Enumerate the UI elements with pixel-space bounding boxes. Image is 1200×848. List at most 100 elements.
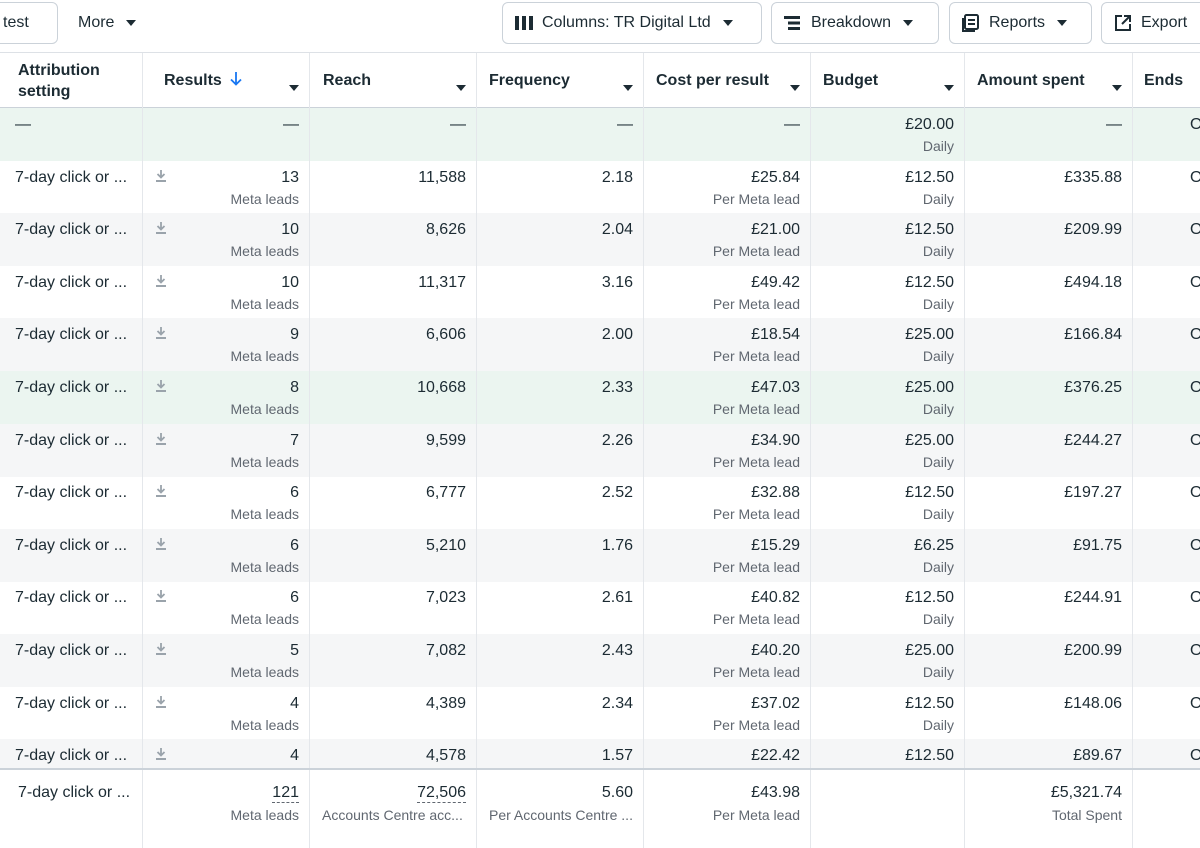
footer-reach-value[interactable]: 72,506 (417, 784, 466, 803)
header-frequency-label: Frequency (489, 72, 570, 89)
footer-reach: 72,506 Accounts Centre acc... (310, 770, 477, 848)
cell-attribution-value: 7-day click or ... (15, 747, 128, 765)
cell-budget-sub: Daily (922, 401, 954, 417)
cell-reach-value: 8,626 (425, 221, 466, 239)
cell-results-sub: Meta leads (230, 243, 299, 260)
cell-cost: £32.88 Per Meta lead (644, 476, 811, 530)
table-header: Attribution setting Results Reach Freque… (0, 52, 1200, 109)
table-row[interactable]: 7-day click or ... 9 Meta leads 6,606 2.00 £1… (0, 318, 1200, 372)
download-icon[interactable] (155, 274, 167, 293)
cell-results: 10 Meta leads (143, 265, 310, 319)
cell-amount: £200.99 (965, 634, 1133, 687)
download-icon[interactable] (155, 169, 167, 188)
breakdown-button[interactable]: Breakdown (771, 2, 939, 44)
header-cost-per-result[interactable]: Cost per result (644, 53, 811, 109)
table-row[interactable]: 7-day click or ... 6 Meta leads 6,777 2.52 £3… (0, 476, 1200, 530)
header-amount-spent[interactable]: Amount spent (965, 53, 1133, 109)
cell-cost: £49.42 Per Meta lead (644, 265, 811, 319)
cell-reach: 10,668 (310, 371, 477, 424)
cell-attribution: 7-day click or ... (0, 634, 143, 687)
cell-reach-value: 6,606 (425, 326, 466, 344)
header-budget-caret-icon[interactable] (944, 78, 954, 96)
download-icon[interactable] (155, 379, 167, 398)
cell-reach: — (310, 108, 477, 161)
reports-button[interactable]: Reports (949, 2, 1092, 44)
more-button[interactable]: More (66, 2, 152, 44)
cell-attribution: 7-day click or ... (0, 371, 143, 424)
header-ends-label: Ends (1144, 72, 1184, 89)
cell-frequency: 2.04 (477, 213, 644, 267)
download-icon[interactable] (155, 642, 167, 661)
cell-frequency-value: 2.52 (601, 484, 633, 502)
table-row[interactable]: 7-day click or ... 7 Meta leads 9,599 2.26 £3… (0, 423, 1200, 477)
cell-reach-value: 4,578 (425, 747, 466, 765)
header-ends[interactable]: Ends (1133, 53, 1200, 109)
table-row[interactable]: 7-day click or ... 5 Meta leads 7,082 2.43 £4… (0, 634, 1200, 687)
download-icon[interactable] (155, 221, 167, 240)
cell-budget: £20.00 Daily (811, 108, 965, 161)
header-amount-caret-icon[interactable] (1112, 78, 1122, 96)
header-reach[interactable]: Reach (310, 53, 477, 109)
sort-down-arrow-icon[interactable] (230, 71, 242, 91)
cell-results-sub: Meta leads (230, 664, 299, 680)
cell-ends: O (1133, 687, 1200, 740)
header-results[interactable]: Results (143, 53, 310, 109)
cell-cost: £18.54 Per Meta lead (644, 318, 811, 372)
cell-amount-value: £244.91 (1064, 589, 1122, 607)
cell-budget-value: £12.50 (905, 589, 954, 607)
columns-button-label: Columns: TR Digital Ltd (542, 14, 711, 31)
download-icon[interactable] (155, 432, 167, 451)
cell-frequency: 2.26 (477, 423, 644, 477)
cell-results-sub: Meta leads (230, 295, 299, 312)
header-cost-label: Cost per result (656, 72, 769, 89)
download-icon[interactable] (155, 747, 167, 766)
cell-amount: £244.91 (965, 581, 1133, 635)
header-attribution[interactable]: Attribution setting (0, 53, 143, 109)
cell-budget: £12.50 Daily (811, 581, 965, 635)
header-reach-caret-icon[interactable] (456, 78, 466, 96)
test-button[interactable]: test (0, 2, 58, 44)
cell-results-value: 4 (290, 694, 299, 712)
cell-reach: 4,389 (310, 686, 477, 740)
cell-amount-value: £200.99 (1064, 642, 1122, 659)
cell-budget-sub: Daily (922, 716, 954, 733)
download-icon[interactable] (155, 326, 167, 345)
table-row[interactable]: 7-day click or ... 10 Meta leads 11,317 3.16… (0, 265, 1200, 319)
download-icon[interactable] (155, 695, 167, 714)
export-button[interactable]: Export (1101, 2, 1200, 44)
cell-amount-value: £376.25 (1064, 379, 1122, 396)
cell-cost: — (644, 108, 811, 161)
cell-budget-sub: Daily (922, 138, 954, 154)
header-frequency[interactable]: Frequency (477, 53, 644, 109)
header-frequency-caret-icon[interactable] (623, 78, 633, 96)
cell-results: 5 Meta leads (143, 634, 310, 687)
download-icon[interactable] (155, 589, 167, 608)
header-results-caret-icon[interactable] (289, 78, 299, 96)
cell-frequency-value: — (617, 116, 633, 133)
download-icon[interactable] (155, 484, 167, 503)
columns-button[interactable]: Columns: TR Digital Ltd (502, 2, 762, 44)
header-cost-caret-icon[interactable] (790, 78, 800, 96)
table-row[interactable]: 7-day click or ... 10 Meta leads 8,626 2.04 £… (0, 213, 1200, 267)
table-row[interactable]: 7-day click or ... 6 Meta leads 5,210 1.76 £1… (0, 528, 1200, 582)
table-row[interactable]: 7-day click or ... 4 Meta leads 4,389 2.34 £3… (0, 686, 1200, 740)
download-icon[interactable] (155, 537, 167, 556)
cell-ends-value: O (1190, 326, 1200, 344)
header-budget[interactable]: Budget (811, 53, 965, 109)
cell-budget-sub: Daily (922, 295, 954, 312)
cell-results: 6 Meta leads (143, 476, 310, 530)
summary-row[interactable]: — — — — — £20.00 Daily — O (0, 108, 1200, 161)
table-row[interactable]: 7-day click or ... 13 Meta leads 11,588 2.18… (0, 160, 1200, 214)
caret-down-icon (126, 20, 137, 26)
cell-results: 6 Meta leads (143, 581, 310, 635)
cell-results-value: 6 (290, 589, 299, 607)
footer-frequency: 5.60 Per Accounts Centre ... (477, 770, 644, 848)
cell-budget: £12.50 Daily (811, 213, 965, 267)
footer-results-value[interactable]: 121 (272, 784, 299, 803)
cell-budget-value: £12.50 (905, 694, 954, 712)
table-row[interactable]: 7-day click or ... 6 Meta leads 7,023 2.61 £4… (0, 581, 1200, 635)
cell-budget-sub: Daily (922, 664, 954, 680)
cell-results-value: 10 (281, 221, 299, 239)
table-row[interactable]: 7-day click or ... 8 Meta leads 10,668 2.33 £… (0, 371, 1200, 424)
footer-cost: £43.98 Per Meta lead (644, 770, 811, 848)
